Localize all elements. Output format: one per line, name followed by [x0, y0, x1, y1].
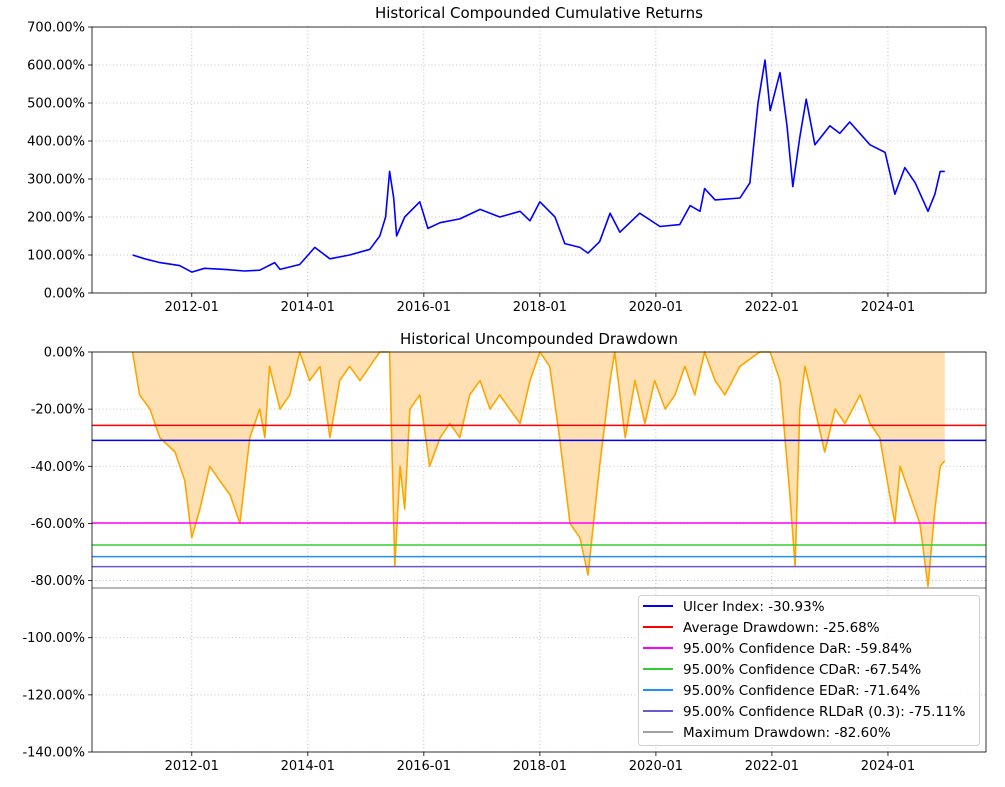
legend: Ulcer Index: -30.93% Average Drawdown: -2… — [638, 595, 980, 746]
plot-frame — [91, 26, 987, 294]
x-tick-label: 2022-01 — [745, 300, 799, 315]
legend-label: 95.00% Confidence RLDaR (0.3): -75.11% — [683, 704, 966, 720]
drawdown-plot: Historical Uncompounded Drawdown 2012-01 2… — [22, 330, 987, 774]
legend-label: Average Drawdown: -25.68% — [683, 620, 880, 636]
x-tick-label: 2016-01 — [397, 759, 451, 774]
x-tick-label: 2024-01 — [861, 300, 915, 315]
plot-frame — [91, 351, 987, 753]
y-tick-label: 700.00% — [27, 21, 85, 36]
legend-label: 95.00% Confidence DaR: -59.84% — [683, 641, 912, 657]
cumulative-returns-plot: Historical Compounded Cumulative Returns… — [27, 4, 987, 315]
legend-label: Maximum Drawdown: -82.60% — [683, 725, 891, 741]
y-tick-label: 300.00% — [27, 173, 85, 188]
y-tick-label: -40.00% — [31, 460, 85, 475]
y-tick-label: -140.00% — [22, 746, 85, 761]
drawdown-area — [132, 352, 945, 587]
y-tick-label: 400.00% — [27, 135, 85, 150]
y-tick-label: 500.00% — [27, 97, 85, 112]
legend-box — [638, 595, 980, 746]
x-tick-label: 2014-01 — [281, 759, 335, 774]
y-tick-label: -60.00% — [31, 517, 85, 532]
y-tick-label: 0.00% — [44, 346, 85, 361]
x-tick-label: 2020-01 — [629, 759, 683, 774]
x-tick-label: 2016-01 — [397, 300, 451, 315]
chart-title: Historical Uncompounded Drawdown — [400, 330, 678, 348]
x-tick-label: 2012-01 — [165, 759, 219, 774]
y-tick-label: 0.00% — [44, 287, 85, 302]
chart-title: Historical Compounded Cumulative Returns — [375, 4, 703, 22]
legend-label: Ulcer Index: -30.93% — [683, 599, 825, 615]
y-tick-label: 200.00% — [27, 211, 85, 226]
x-tick-label: 2018-01 — [513, 300, 567, 315]
x-tick-label: 2014-01 — [281, 300, 335, 315]
y-tick-label: -20.00% — [31, 403, 85, 418]
x-tick-label: 2022-01 — [745, 759, 799, 774]
x-tick-label: 2012-01 — [165, 300, 219, 315]
cumulative-returns-line — [132, 59, 945, 273]
y-tick-label: -100.00% — [22, 631, 85, 646]
y-tick-label: 600.00% — [27, 59, 85, 74]
x-tick-label: 2018-01 — [513, 759, 567, 774]
x-tick-label: 2020-01 — [629, 300, 683, 315]
y-tick-label: -120.00% — [22, 688, 85, 703]
legend-label: 95.00% Confidence CDaR: -67.54% — [683, 662, 921, 678]
y-tick-label: -80.00% — [31, 574, 85, 589]
y-tick-label: 100.00% — [27, 249, 85, 264]
legend-label: 95.00% Confidence EDaR: -71.64% — [683, 683, 920, 699]
x-tick-label: 2024-01 — [861, 759, 915, 774]
